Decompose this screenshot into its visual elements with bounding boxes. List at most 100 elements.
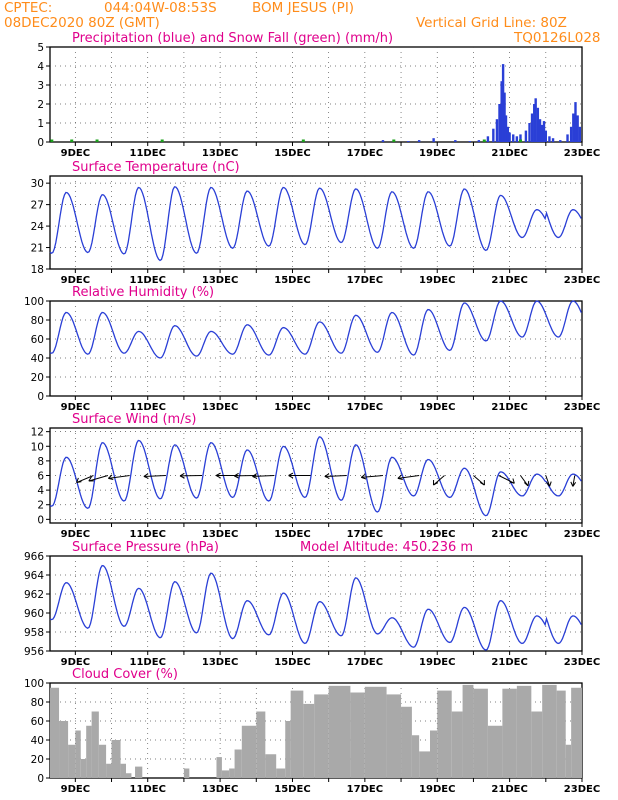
cloud-bar	[542, 684, 557, 778]
snow-bar	[160, 139, 164, 142]
rh-xlabel: 13DEC	[202, 402, 238, 413]
snow-bar	[518, 139, 522, 142]
rh-line	[49, 300, 582, 359]
temp-xlabel: 15DEC	[274, 275, 310, 286]
cloud-xlabel: 11DEC	[130, 784, 166, 795]
header-source: CPTEC:	[4, 0, 53, 16]
header-code: TQ0126L028	[514, 30, 601, 46]
pres-annotation: Model Altitude: 450.236 m	[300, 540, 473, 555]
wind-vector-head	[512, 478, 515, 484]
pres-line	[49, 564, 582, 651]
temp-ytick-label: 21	[31, 243, 44, 255]
precip-bar	[538, 119, 542, 142]
precip-bar	[492, 128, 495, 142]
snow-bar	[70, 139, 74, 142]
rh-ytick-label: 40	[31, 353, 44, 365]
header-coords: 044:04W-08:53S	[104, 0, 217, 16]
cloud-bar	[241, 725, 257, 778]
cloud-bar	[98, 744, 107, 778]
cloud-bar	[68, 744, 76, 778]
wind-xlabel: 11DEC	[130, 529, 166, 540]
precip-bar	[536, 107, 540, 142]
precip-bar	[540, 124, 544, 142]
wind-vector-head	[143, 476, 149, 479]
wind-xlabel: 21DEC	[491, 529, 527, 540]
cloud-bar	[303, 703, 315, 778]
pres-xlabel: 15DEC	[274, 657, 310, 668]
panel-rh: Relative Humidity (%) 0 20 40 60 80 100 9DEC 11D…	[24, 285, 600, 413]
cloud-bar	[106, 763, 112, 778]
precip-bar	[454, 140, 457, 142]
header-run: 08DEC2020 80Z (GMT)	[4, 15, 160, 31]
wind-ytick-label: 2	[37, 500, 44, 512]
precip-ytick-label: 1	[37, 118, 44, 130]
wind-vector-head	[288, 475, 294, 479]
panel-pres: Surface Pressure (hPa) Model Altitude: 45…	[24, 540, 600, 668]
precip-bar	[498, 104, 501, 142]
wind-vector-head	[509, 481, 515, 484]
rh-xlabel: 11DEC	[130, 402, 166, 413]
wind-vector	[252, 475, 275, 477]
rh-xlabel: 19DEC	[419, 402, 455, 413]
rh-xlabel: 23DEC	[564, 402, 600, 413]
precip-bar	[500, 81, 503, 142]
rh-xlabel: 9DEC	[61, 402, 90, 413]
precip-bar	[548, 136, 551, 142]
rh-ytick-label: 80	[31, 315, 44, 327]
cloud-bar	[80, 759, 87, 778]
rh-xlabel: 15DEC	[274, 402, 310, 413]
precip-xlabel: 15DEC	[274, 148, 310, 159]
cloud-bar	[401, 706, 412, 778]
precip-bar	[486, 136, 490, 142]
precip-bar	[508, 132, 511, 142]
snow-bar	[301, 139, 305, 142]
cloud-bar	[419, 751, 430, 778]
precip-xlabel: 19DEC	[419, 148, 455, 159]
precip-xlabel: 13DEC	[202, 148, 238, 159]
precip-xlabel: 23DEC	[564, 148, 600, 159]
precip-bar	[572, 113, 575, 142]
precip-bar	[432, 138, 435, 142]
wind-vector-head	[234, 472, 239, 477]
cloud-bar	[126, 773, 132, 778]
cloud-bar	[516, 685, 532, 778]
pres-xlabel: 23DEC	[564, 657, 600, 668]
precip-xlabel: 9DEC	[61, 148, 90, 159]
precip-bar	[519, 134, 522, 142]
cloud-xlabel: 9DEC	[61, 784, 90, 795]
header-grid-line: Vertical Grid Line: 80Z	[416, 15, 567, 31]
precip-bar	[512, 134, 515, 142]
precip-bar	[533, 104, 536, 142]
wind-vector-head	[572, 482, 577, 487]
cloud-bar	[473, 688, 488, 778]
temp-xlabel: 13DEC	[202, 275, 238, 286]
wind-vector-head	[252, 476, 258, 479]
pres-xlabel: 9DEC	[61, 657, 90, 668]
wind-vector-head	[76, 477, 79, 483]
cloud-bar	[183, 768, 190, 778]
wind-vector-head	[234, 475, 239, 479]
precip-bar	[407, 141, 410, 142]
wind-vector-head	[215, 475, 221, 479]
cloud-bar	[256, 711, 266, 778]
wind-title: Surface Wind (m/s)	[72, 412, 196, 427]
precip-bar	[544, 130, 548, 142]
wind-vector	[545, 475, 551, 487]
cloud-bar	[120, 763, 126, 778]
cloud-bar	[276, 768, 286, 778]
wind-vector-head	[108, 474, 113, 479]
pres-title: Surface Pressure (hPa)	[72, 540, 219, 555]
panel-temp: Surface Temperature (nC) 18 21 24 27 30 9DEC 11…	[31, 160, 601, 286]
pres-frame	[49, 555, 583, 652]
cloud-ytick-label: 100	[24, 678, 44, 690]
cloud-bar	[59, 721, 69, 778]
cloud-bar	[290, 690, 304, 778]
cloud-bar	[285, 721, 291, 778]
pres-ytick-label: 966	[24, 551, 44, 563]
wind-vector-head	[360, 473, 366, 478]
wind-line	[49, 436, 582, 517]
rh-ytick-label: 20	[31, 372, 44, 384]
temp-xlabel: 11DEC	[130, 275, 166, 286]
precip-bar	[534, 98, 537, 142]
